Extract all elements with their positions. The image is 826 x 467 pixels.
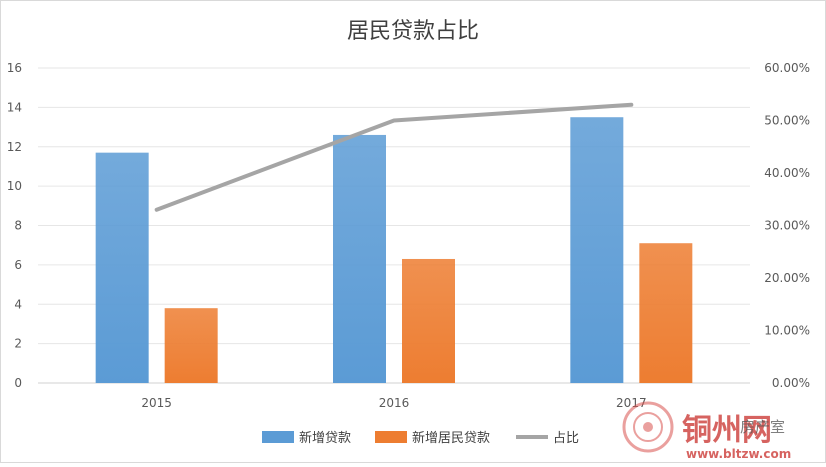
bar (164, 308, 218, 383)
left-tick-label: 4 (14, 297, 22, 311)
right-tick-label: 20.00% (764, 271, 810, 285)
left-tick-label: 8 (14, 219, 22, 233)
bar (402, 258, 455, 383)
left-tick-label: 10 (7, 179, 22, 193)
x-tick-label: 2017 (616, 396, 647, 410)
watermark-subtitle: 房产室 (740, 418, 785, 436)
x-tick-label: 2016 (379, 396, 410, 410)
legend: 新增贷款 新增居民贷款 占比 (262, 430, 579, 446)
right-axis: 0.00% 10.00% 20.00% 30.00% 40.00% 50.00% 60.00… (764, 61, 810, 390)
legend-label: 新增居民贷款 (412, 430, 490, 446)
legend-swatch (262, 431, 294, 443)
legend-label: 新增贷款 (299, 430, 351, 446)
gridlines (38, 67, 750, 384)
bar (333, 134, 386, 383)
bar (639, 243, 693, 383)
legend-label: 占比 (553, 431, 579, 446)
x-tick-label: 2015 (141, 396, 172, 410)
legend-swatch (375, 431, 407, 443)
x-axis: 2015 2016 2017 (141, 396, 646, 410)
right-tick-label: 60.00% (764, 61, 810, 75)
watermark-name: 铜州网 (682, 413, 772, 448)
line-path (154, 102, 634, 212)
left-tick-label: 6 (14, 258, 22, 272)
left-tick-label: 16 (7, 61, 22, 75)
bar (95, 152, 149, 383)
left-tick-label: 14 (7, 100, 22, 114)
left-axis: 0 2 4 6 8 10 12 14 16 (7, 61, 22, 390)
watermark: 铜州网 房产室 www.bltzw.com (622, 401, 791, 461)
right-tick-label: 10.00% (764, 324, 810, 338)
right-tick-label: 40.00% (764, 166, 810, 180)
chart-title: 居民贷款占比 (347, 19, 479, 44)
right-tick-label: 50.00% (764, 114, 810, 128)
bar (570, 117, 624, 383)
right-tick-label: 0.00% (772, 376, 810, 390)
bar-series (95, 117, 693, 383)
watermark-logo-icon (622, 401, 674, 453)
left-tick-label: 2 (14, 337, 22, 351)
left-tick-label: 0 (14, 376, 22, 390)
watermark-url: www.bltzw.com (686, 447, 791, 461)
line-series (154, 102, 634, 212)
left-tick-label: 12 (7, 140, 22, 154)
right-tick-label: 30.00% (764, 219, 810, 233)
